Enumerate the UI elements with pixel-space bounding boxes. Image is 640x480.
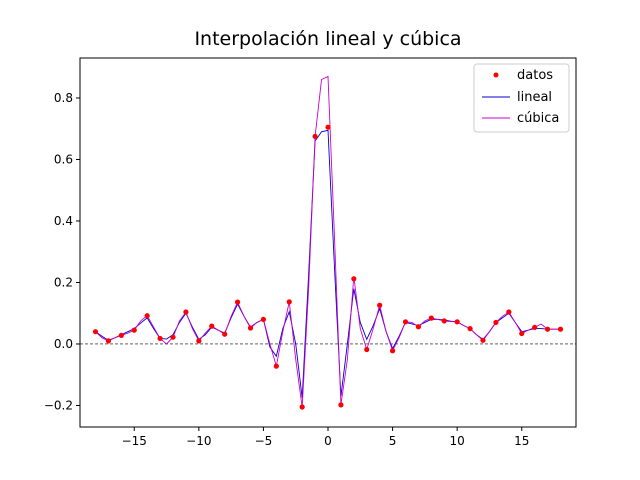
legend-label-datos: datos [517, 68, 553, 83]
data-point [544, 326, 551, 332]
data-point [92, 329, 99, 335]
data-point [273, 363, 279, 369]
x-tick-label: −15 [122, 434, 147, 448]
data-point [247, 325, 254, 331]
y-tick-label: 0.0 [54, 337, 73, 351]
data-point [131, 327, 137, 333]
data-point [222, 331, 228, 337]
y-tick-label: −0.2 [44, 398, 73, 412]
data-point [454, 319, 460, 325]
data-point [183, 309, 189, 315]
legend-marker-datos [493, 72, 499, 78]
data-point [157, 335, 163, 342]
data-point [170, 334, 176, 340]
data-point [209, 323, 215, 329]
legend-label-lineal: lineal [517, 90, 552, 105]
y-tick-label: 0.4 [54, 214, 73, 228]
data-point [312, 133, 318, 140]
data-point [415, 324, 422, 330]
data-point [441, 318, 447, 324]
data-point [105, 338, 112, 344]
data-point [286, 299, 292, 305]
data-point [118, 332, 124, 338]
x-tick-label: 5 [389, 434, 397, 448]
y-tick-label: 0.8 [54, 91, 73, 105]
legend: datos lineal cúbica [473, 63, 570, 133]
legend-box [473, 63, 570, 133]
data-point [506, 309, 512, 315]
data-point [364, 346, 370, 353]
x-axis: −15 −10 −5 0 5 10 15 [122, 427, 529, 448]
x-tick-label: −10 [186, 434, 211, 448]
data-point [234, 299, 241, 305]
data-point [493, 319, 499, 326]
plot-area [80, 75, 576, 410]
data-point [428, 315, 434, 321]
x-tick-label: 0 [324, 434, 332, 448]
series-line-lineal [95, 129, 561, 398]
data-point [299, 404, 305, 410]
data-point [532, 324, 538, 330]
x-tick-label: −5 [255, 434, 273, 448]
data-point [325, 124, 331, 130]
data-point [377, 302, 383, 308]
data-point [351, 276, 357, 282]
data-point [402, 319, 409, 325]
y-tick-label: 0.6 [54, 152, 73, 166]
data-point [557, 326, 564, 332]
data-point [519, 330, 525, 337]
x-tick-label: 15 [514, 434, 529, 448]
data-point [260, 316, 267, 322]
data-point [467, 326, 473, 332]
data-point [480, 337, 486, 343]
y-axis: −0.2 0.0 0.2 0.4 0.6 0.8 [44, 91, 80, 412]
data-point [144, 313, 150, 319]
data-point [196, 338, 202, 344]
x-tick-label: 10 [450, 434, 465, 448]
chart-title: Interpolación lineal y cúbica [194, 28, 461, 50]
data-point [338, 402, 344, 408]
legend-label-cubica: cúbica [517, 111, 559, 126]
data-point [389, 348, 396, 354]
y-tick-label: 0.2 [54, 275, 73, 289]
